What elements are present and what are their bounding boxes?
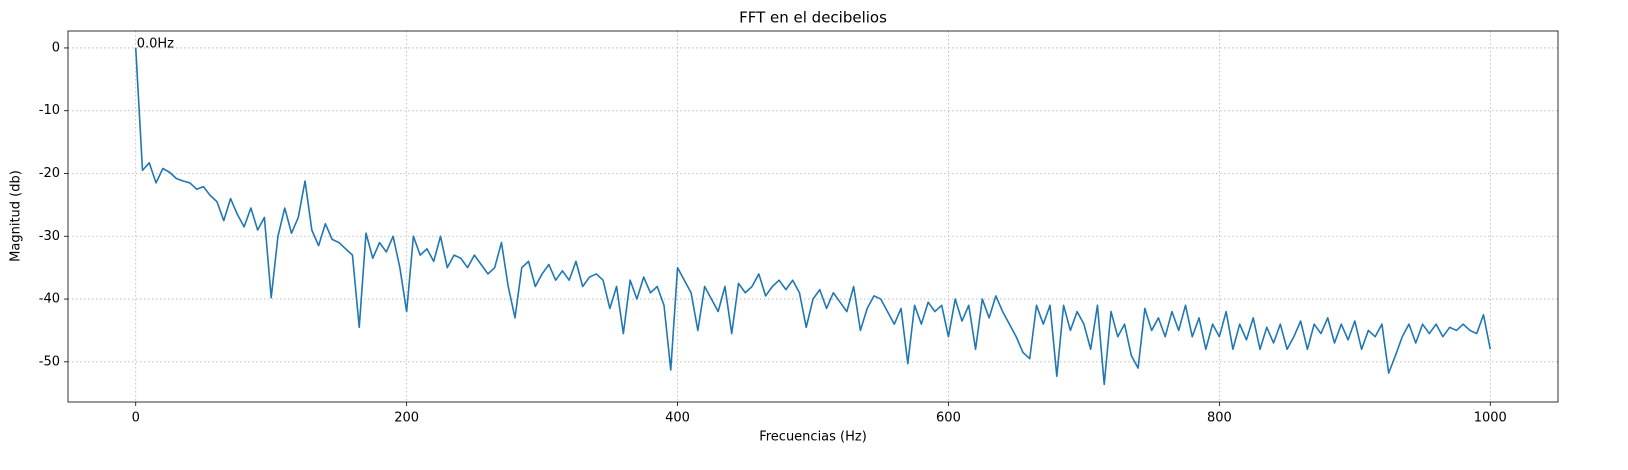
y-tick-label: -40 <box>39 292 60 307</box>
y-tick-label: -50 <box>39 354 60 369</box>
y-axis-label: Magnitud (db) <box>9 170 24 262</box>
x-tick-label: 200 <box>394 411 419 426</box>
x-tick-label: 400 <box>665 411 690 426</box>
annotation: 0.0Hz <box>137 36 174 51</box>
x-tick-label: 1000 <box>1474 411 1507 426</box>
y-tick-label: -30 <box>39 229 60 244</box>
x-tick-label: 800 <box>1207 411 1232 426</box>
plot-frame <box>67 30 1559 403</box>
x-tick-label: 600 <box>936 411 961 426</box>
chart-title: FFT en el decibelios <box>739 9 887 27</box>
x-axis-label: Frecuencias (Hz) <box>759 430 867 445</box>
x-tick-label: 0 <box>132 411 140 426</box>
y-tick-label: -10 <box>39 103 60 118</box>
data-line <box>134 47 1492 386</box>
y-tick-label: 0 <box>52 40 60 55</box>
y-tick-label: -20 <box>39 166 60 181</box>
